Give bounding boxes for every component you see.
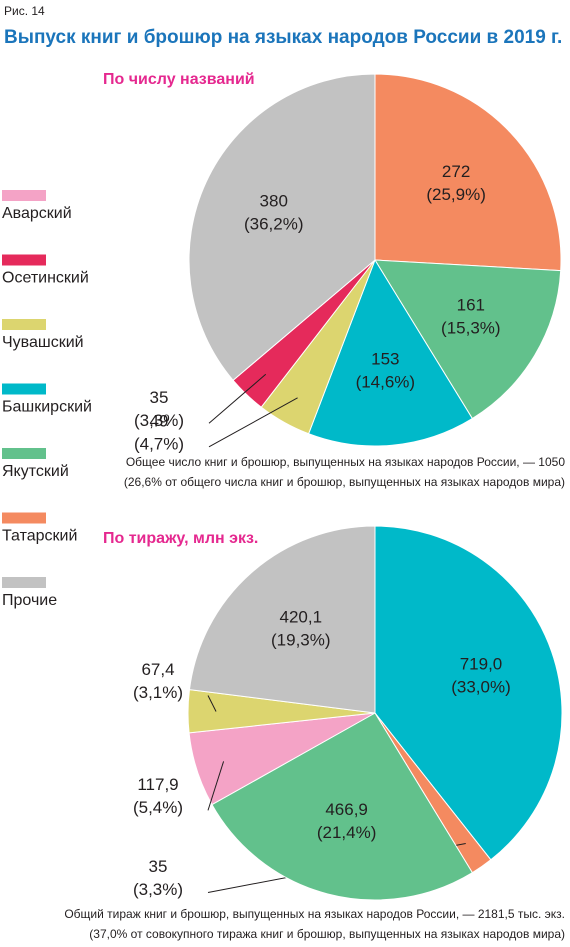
percent-label: (3,1%): [133, 683, 183, 702]
percent-label: (21,4%): [317, 823, 377, 842]
value-label: 161: [457, 296, 485, 315]
pie-slice: [374, 525, 563, 861]
legend-swatch: [2, 448, 46, 459]
legend-swatch: [2, 383, 46, 395]
legend-label: Прочие: [2, 592, 57, 609]
percent-label: (4,7%): [134, 434, 184, 453]
value-label: 35: [149, 857, 168, 876]
percent-label: (5,4%): [133, 798, 183, 817]
legend-swatch: [2, 512, 46, 524]
pie-slice: [374, 73, 562, 272]
legend-label: Осетинский: [2, 270, 89, 287]
pie-slice: [307, 258, 473, 447]
percent-label: (25,9%): [426, 185, 486, 204]
value-label: 67,4: [141, 660, 174, 679]
value-label: 420,1: [280, 607, 323, 626]
figure-label: Рис. 14: [4, 4, 45, 18]
value-label: 35: [150, 388, 169, 407]
pie-slice: [188, 73, 376, 381]
leader-line: [208, 397, 298, 448]
note: (26,6% от общего числа книг и брошюр, вы…: [124, 475, 565, 489]
percent-label: (3,3%): [134, 411, 184, 430]
pie-title: По тиражу, млн экз.: [103, 530, 258, 547]
legend-label: Аварский: [2, 205, 72, 222]
note: Общее число книг и брошюр, выпущенных на…: [126, 455, 565, 469]
value-label: 49: [150, 411, 169, 430]
pie-slice: [211, 712, 474, 901]
percent-label: (33,0%): [451, 678, 511, 697]
value-label: 272: [442, 162, 470, 181]
legend-swatch: [2, 319, 46, 330]
percent-label: (15,3%): [441, 319, 501, 338]
pie-title: По числу названий: [103, 71, 255, 88]
percent-label: (19,3%): [271, 630, 331, 649]
legend-label: Татарский: [2, 528, 77, 545]
value-label: 466,9: [325, 800, 368, 819]
leader-line: [207, 761, 225, 811]
note: Общий тираж книг и брошюр, выпущенных на…: [64, 907, 565, 921]
percent-label: (14,6%): [356, 373, 416, 392]
legend-swatch: [2, 577, 46, 588]
legend-label: Чувашский: [2, 334, 84, 351]
leader-line: [207, 695, 217, 712]
pie-slice: [188, 525, 376, 714]
value-label: 153: [371, 350, 399, 369]
legend-label: Якутский: [2, 463, 69, 480]
pie-slice: [374, 259, 562, 420]
note: (37,0% от совокупного тиража книг и брош…: [89, 927, 565, 941]
chart-title: Выпуск книг и брошюр на языках народов Р…: [4, 27, 562, 48]
percent-label: (3,3%): [133, 880, 183, 899]
leader-line: [208, 373, 267, 424]
legend-label: Башкирский: [2, 399, 92, 416]
value-label: 719,0: [460, 655, 503, 674]
percent-label: (36,2%): [244, 215, 304, 234]
legend-swatch: [2, 254, 46, 266]
value-label: 380: [260, 192, 288, 211]
value-label: 117,9: [137, 775, 178, 794]
legend-swatch: [2, 190, 46, 201]
